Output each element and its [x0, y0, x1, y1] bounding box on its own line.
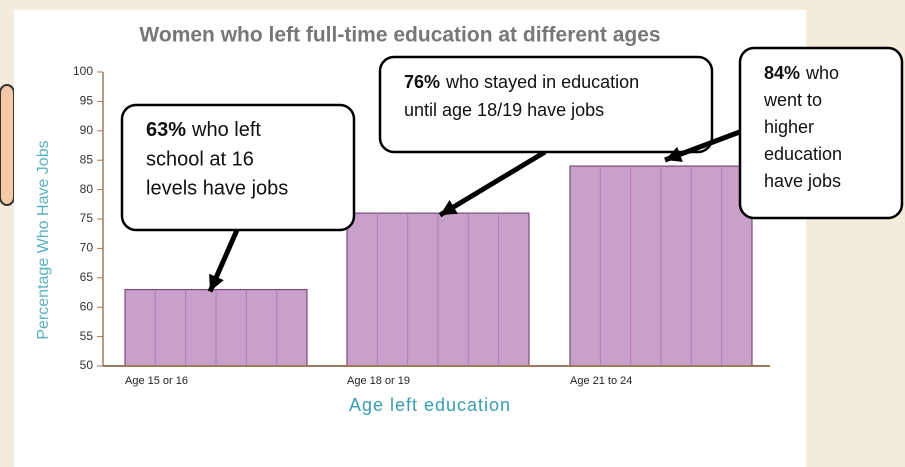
callout-line: education	[764, 144, 842, 164]
y-tick-label: 85	[80, 152, 94, 166]
chart-title: Women who left full-time education at di…	[139, 24, 660, 47]
y-tick-label: 75	[80, 211, 94, 225]
y-tick-label: 100	[73, 64, 93, 78]
x-tick-label: Age 18 or 19	[347, 375, 410, 387]
callout-text: 76% who stayed in education	[404, 72, 639, 92]
x-tick-label: Age 15 or 16	[125, 375, 188, 387]
callout-line: went to	[763, 90, 822, 110]
y-tick-label: 50	[80, 358, 94, 372]
callout-line: who stayed in education	[445, 72, 639, 92]
callout-text: 63% who left	[146, 119, 261, 141]
y-axis-label: Percentage Who Have Jobs	[35, 140, 52, 339]
callout-highlight: 76%	[404, 72, 440, 92]
y-tick-label: 65	[80, 270, 94, 284]
annotations: 63% who left school at 16 levels have jobs 7…	[120, 46, 904, 293]
arrow-head	[209, 273, 224, 292]
callout-line: levels have jobs	[146, 177, 288, 199]
callout-box	[738, 46, 904, 220]
plot: 50 55 60 65 70 75 80 85 90 95 100 Age 15 or 16 Age 1…	[73, 64, 770, 387]
arrow-head	[440, 200, 458, 216]
callout-line: who left	[191, 119, 261, 141]
x-axis-label: Age left education	[349, 395, 511, 415]
callout-line: have jobs	[764, 171, 841, 191]
y-tick-label: 95	[80, 94, 94, 108]
callout-arrow	[438, 149, 547, 218]
callout-box	[120, 103, 356, 232]
x-tick-label: Age 21 to 24	[570, 375, 632, 387]
callout-highlight: 63%	[146, 119, 186, 141]
y-tick-label: 90	[80, 123, 94, 137]
y-tick-label: 60	[80, 299, 94, 313]
callout-highlight: 84%	[764, 63, 800, 83]
side-box	[0, 84, 15, 206]
callout-line: who	[805, 63, 839, 83]
callout-line: school at 16	[146, 148, 254, 170]
callout-line: until age 18/19 have jobs	[404, 100, 604, 120]
y-tick-label: 70	[80, 241, 94, 255]
y-tick-label: 80	[80, 182, 94, 196]
callout-line: higher	[764, 117, 814, 137]
callout-text: 84% who	[764, 63, 839, 83]
arrow-head	[665, 146, 683, 162]
y-tick-label: 55	[80, 329, 94, 343]
callout-box	[378, 55, 714, 154]
